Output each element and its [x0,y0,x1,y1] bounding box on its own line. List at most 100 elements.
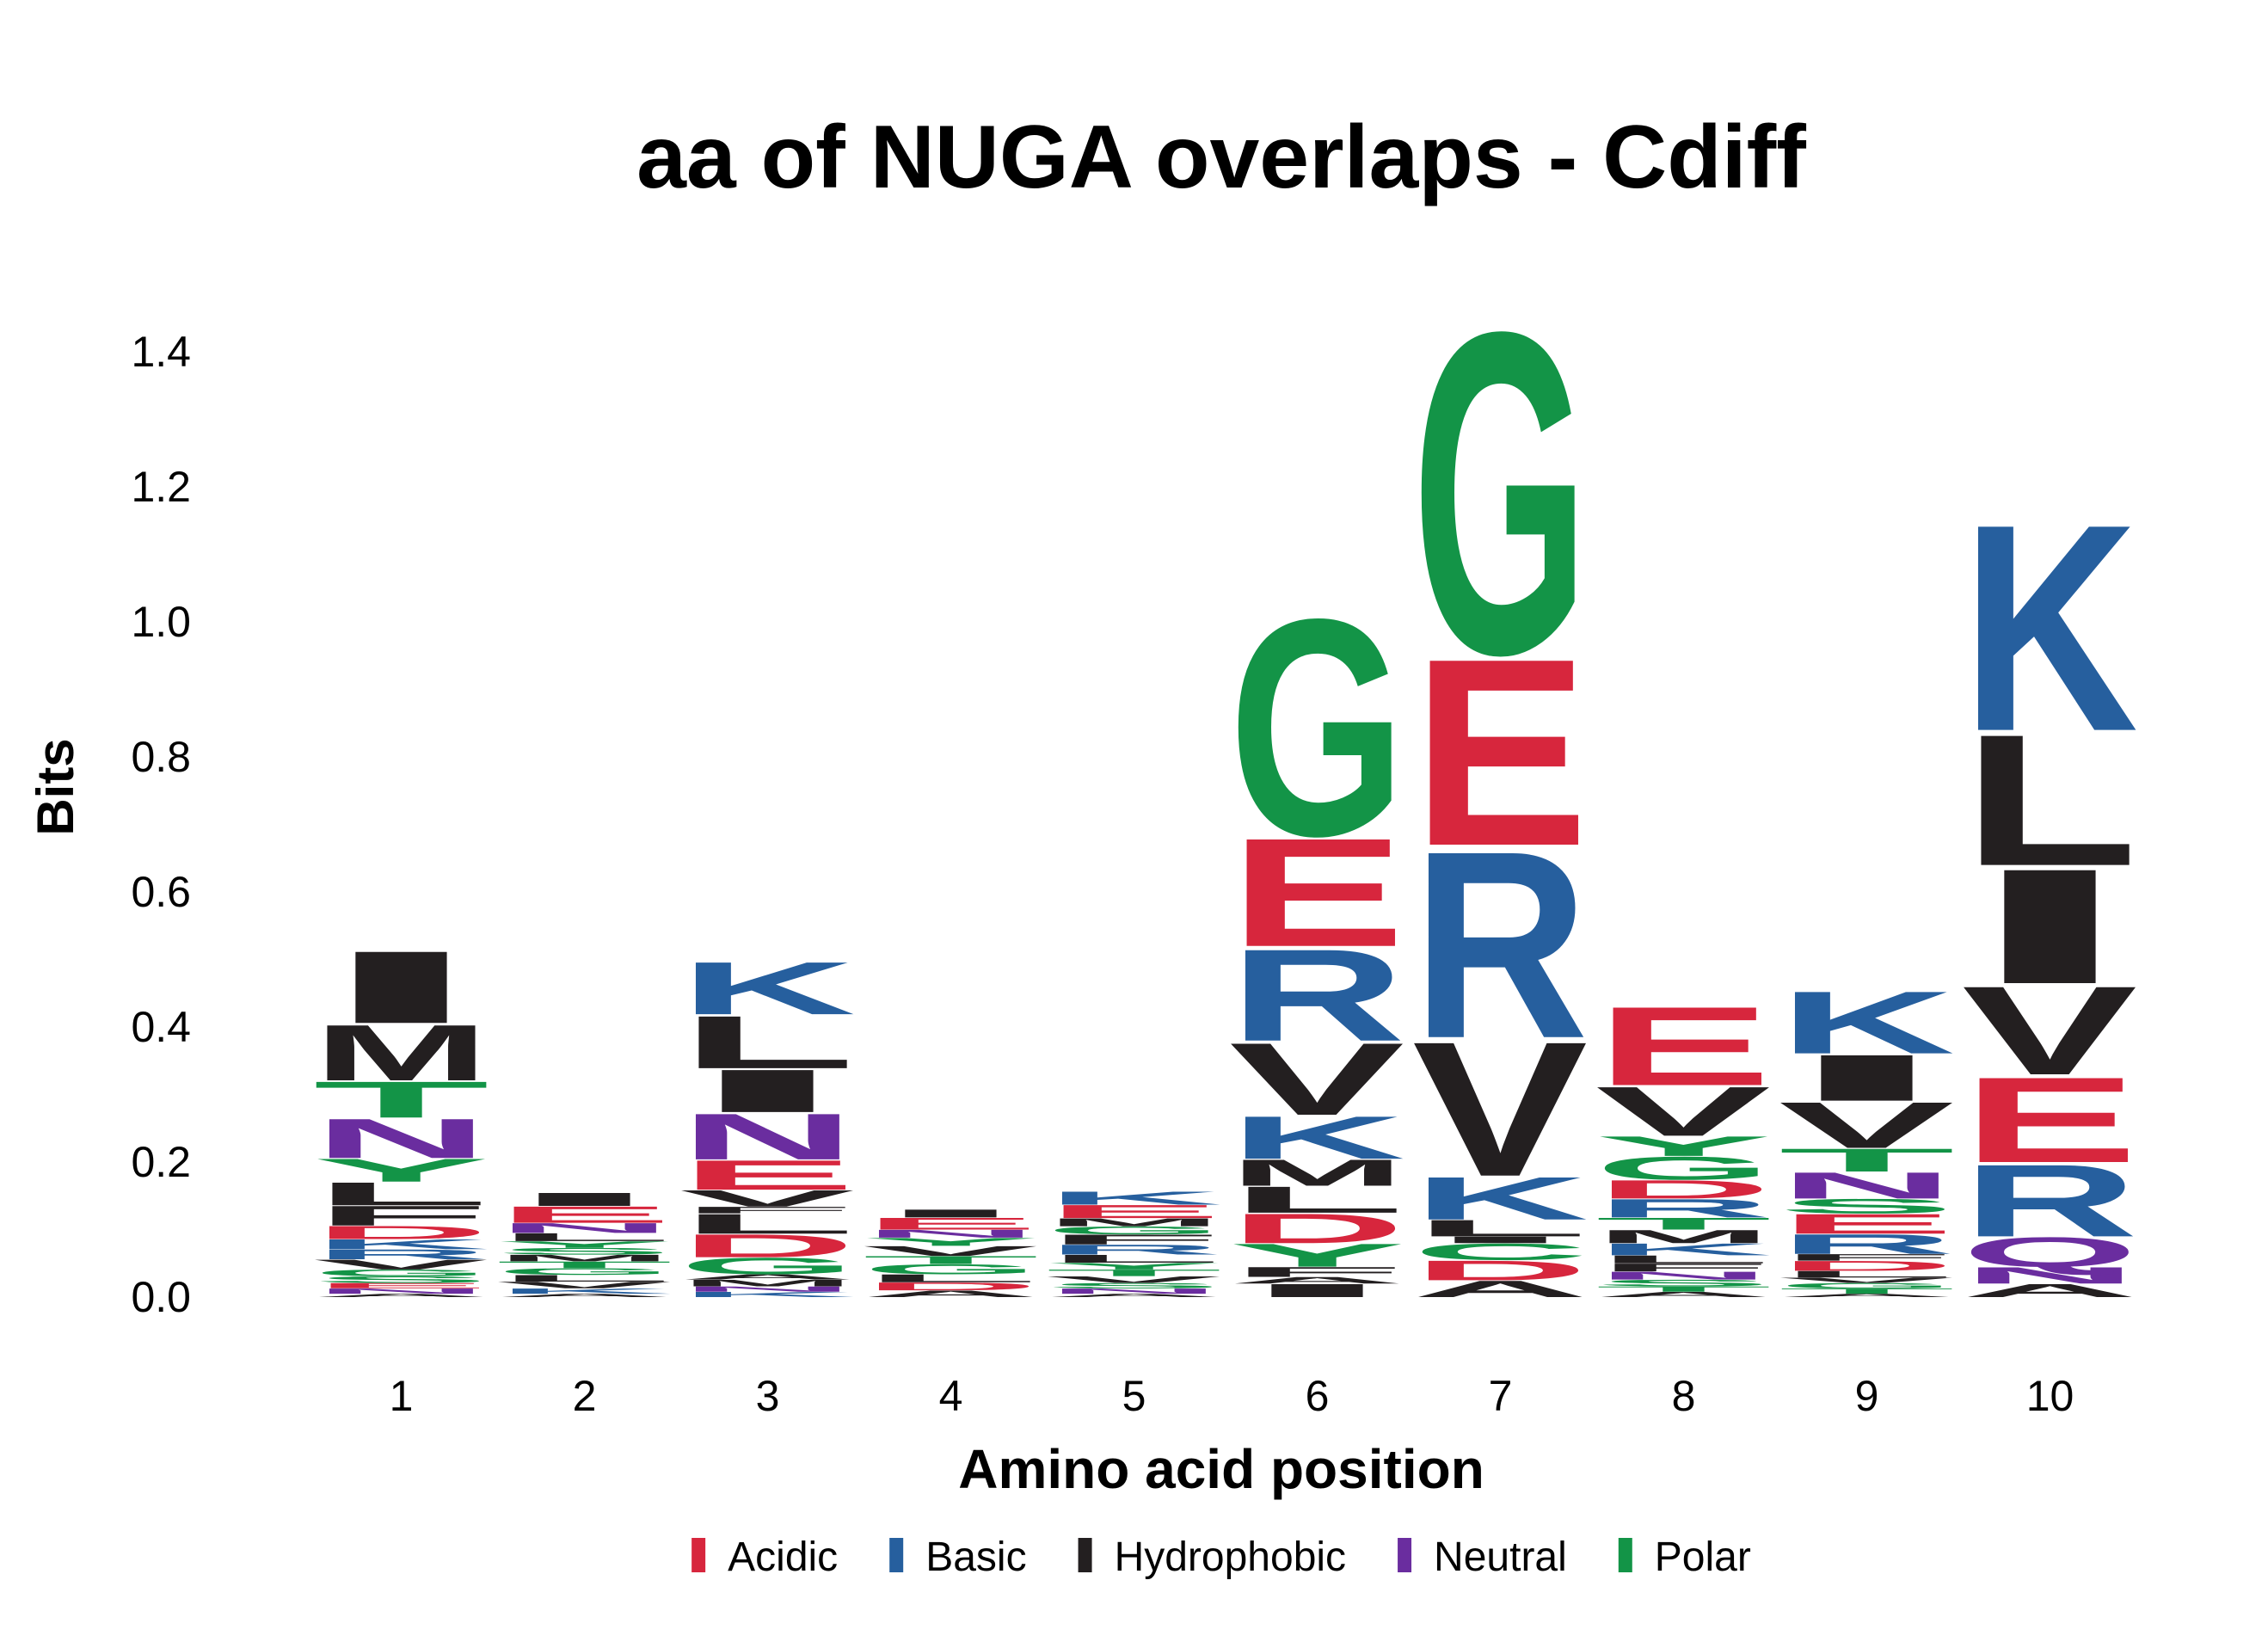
logo-letter-K: K [679,1290,856,1299]
logo-letter-M: M [1046,1216,1222,1229]
x-tick-label: 1 [390,1372,414,1420]
logo-letter-V: V [863,1243,1038,1258]
logo-letter-T: T [1779,1287,1955,1295]
logo-letter-Y: Y [313,1152,489,1189]
y-tick-label: 1.2 [131,463,191,511]
x-tick-label: 4 [939,1372,963,1420]
legend-label-hydrophobic: Hydrophobic [1115,1534,1346,1580]
logo-letter-A: A [863,1288,1039,1299]
legend-label-basic: Basic [925,1534,1026,1580]
logo-letter-A: A [1595,1290,1772,1299]
logo-letter-G: G [496,1266,673,1276]
logo-letter-N: N [1046,1287,1222,1295]
logo-letter-M: M [496,1253,673,1264]
logo-letter-I: I [679,1057,856,1125]
logo-letter-N: N [313,1107,489,1170]
x-tick-label: 7 [1489,1372,1513,1420]
y-tick-label: 0.2 [131,1138,191,1186]
logo-letter-Y: Y [1046,1261,1222,1271]
logo-letter-R: R [1229,922,1405,1068]
logo-letter-S: S [1779,1195,1955,1218]
legend-label-polar: Polar [1655,1534,1751,1580]
logo-letter-Y: Y [1229,1237,1405,1274]
logo-letter-N: N [313,1287,489,1295]
logo-letter-E: E [863,1214,1039,1233]
logo-letter-S: S [496,1246,673,1257]
logo-letter-I: I [1962,834,2138,1018]
logo-letter-Q: Q [1962,1228,2138,1276]
y-tick-label: 1.4 [131,328,191,376]
logo-letter-M: M [1229,1152,1405,1194]
logo-letter-R: R [1412,796,1589,1095]
logo-letter-A: A [496,1293,673,1298]
logo-letter-A: A [1962,1280,2138,1301]
logo-letter-L: L [1229,1178,1405,1221]
legend-swatch-hydrophobic [1078,1538,1092,1572]
logo-letter-A: A [1779,1293,1955,1298]
logo-letter-F: F [679,1205,856,1215]
logo-letter-N: N [1595,1270,1772,1282]
logo-letter-N: N [496,1221,673,1236]
legend-label-acidic: Acidic [728,1534,838,1580]
logo-letter-G: G [1412,237,1589,750]
logo-letter-K: K [1046,1188,1222,1208]
logo-letter-K: K [1412,1165,1589,1233]
logo-letter-L: L [496,1231,673,1244]
logo-letter-A: A [1046,1293,1222,1298]
x-tick-label: 8 [1672,1372,1696,1420]
x-tick-label: 10 [2026,1372,2074,1420]
logo-letter-G: G [1779,1282,1955,1290]
logo-letter-S: S [1595,1278,1772,1288]
logo-letter-T: T [1595,1285,1772,1294]
logo-letter-L: L [679,1000,856,1084]
logo-letter-L: L [1046,1252,1222,1265]
logo-letter-I: I [1412,1234,1589,1245]
logo-letter-E: E [1046,1202,1222,1222]
logo-letter-G: G [1046,1224,1222,1237]
logo-letter-V: V [679,1185,855,1211]
y-tick-label: 0.6 [131,868,191,916]
logo-letter-T: T [1595,1214,1772,1233]
logo-letter-M: M [679,1278,856,1288]
logo-letter-R: R [1962,1143,2138,1258]
y-tick-label: 0.4 [131,1003,191,1051]
logo-letter-G: G [863,1262,1039,1277]
logo-letter-Y: Y [1595,1130,1772,1162]
logo-letter-E: E [496,1202,673,1227]
logo-letter-D: D [1229,1205,1405,1252]
logo-letter-D: D [1595,1175,1772,1204]
logo-letter-S: S [313,1275,489,1285]
legend-swatch-polar [1618,1538,1632,1572]
logo-letter-S: S [1046,1282,1222,1290]
logo-letter-N: N [679,1100,856,1173]
logo-letter-E: E [1595,984,1772,1110]
y-axis-label: Bits [27,738,84,835]
logo-letter-Y: Y [863,1236,1039,1249]
logo-letter-L: L [679,1208,856,1240]
logo-letter-D: D [863,1280,1039,1293]
logo-letter-R: R [1595,1194,1772,1223]
legend-swatch-basic [889,1538,904,1572]
legend-label-neutral: Neutral [1434,1534,1567,1580]
x-tick-label: 5 [1122,1372,1146,1420]
legend: Acidic Basic Hydrophobic Neutral Polar [691,1534,1751,1580]
logo-letter-T: T [496,1259,673,1270]
x-axis-label: Amino acid position [958,1438,1484,1500]
x-tick-label: 9 [1855,1372,1879,1420]
legend-swatch-neutral [1398,1538,1412,1572]
x-tick-label: 2 [573,1372,597,1420]
logo-letter-G: G [679,1253,856,1280]
logo-letter-D: D [1412,1255,1589,1287]
logo-letter-V: V [1595,1073,1771,1151]
logo-letter-A: A [679,1273,856,1282]
logo-letter-R: R [1779,1228,1955,1260]
logo-letter-K: K [1962,463,2138,793]
logo-letter-L: L [496,1273,673,1283]
